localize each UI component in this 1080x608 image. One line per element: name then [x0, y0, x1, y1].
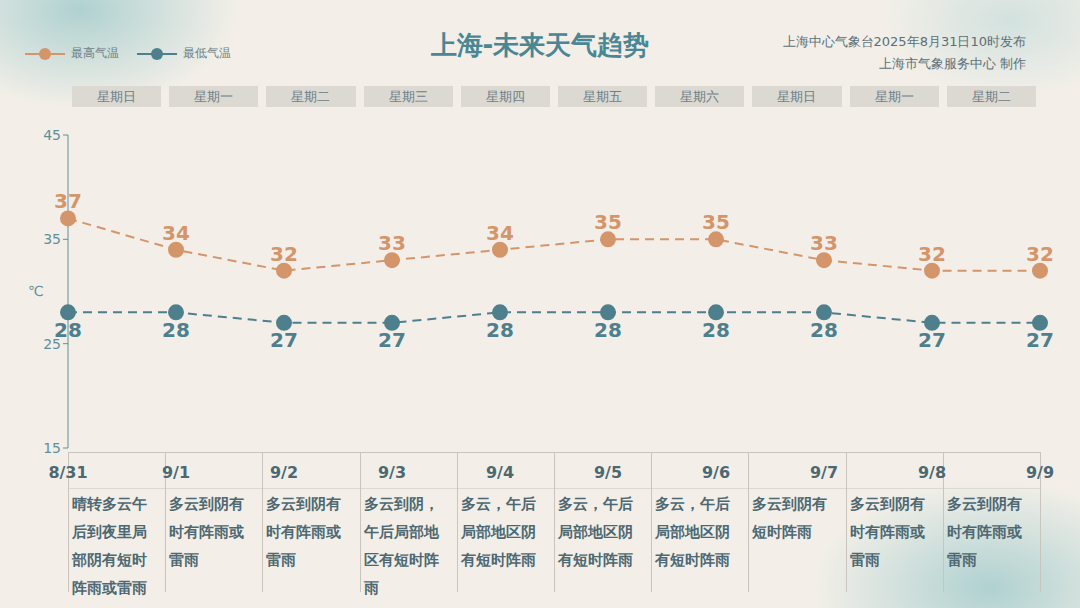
svg-text:45: 45 [43, 127, 61, 143]
svg-text:27: 27 [1026, 328, 1054, 352]
svg-text:27: 27 [270, 328, 298, 352]
html-text:星期二: 星期二 [291, 89, 331, 104]
svg-text:9/6: 9/6 [702, 463, 730, 482]
html-text:星期六: 星期六 [680, 89, 720, 104]
html-text:多云到阴有时有阵雨或雷雨: 多云到阴有时有阵雨或雷雨 [169, 496, 245, 568]
html-text:多云到阴有短时阵雨: 多云到阴有短时阵雨 [752, 496, 828, 540]
svg-text:9/2: 9/2 [270, 463, 298, 482]
html-text:多云到阴有时有阵雨或雷雨: 多云到阴有时有阵雨或雷雨 [266, 496, 342, 568]
svg-text:27: 27 [378, 328, 406, 352]
html-text:晴转多云午后到夜里局部阴有短时阵雨或雷雨: 晴转多云午后到夜里局部阴有短时阵雨或雷雨 [72, 496, 147, 596]
svg-text:28: 28 [162, 318, 190, 342]
svg-text:8/31: 8/31 [48, 463, 87, 482]
html-text:上海市气象服务中心 制作: 上海市气象服务中心 制作 [878, 56, 1026, 71]
svg-text:9/9: 9/9 [1026, 463, 1054, 482]
svg-text:9/8: 9/8 [918, 463, 946, 482]
svg-text:33: 33 [810, 231, 838, 255]
html-text:多云，午后局部地区阴有短时阵雨: 多云，午后局部地区阴有短时阵雨 [655, 496, 731, 568]
svg-text:25: 25 [43, 335, 61, 352]
svg-text:9/3: 9/3 [378, 463, 406, 482]
html-text:最低气温: 最低气温 [183, 46, 231, 60]
html-text:星期一: 星期一 [194, 89, 234, 104]
svg-text:34: 34 [486, 221, 514, 245]
html-text:多云，午后局部地区阴有短时阵雨: 多云，午后局部地区阴有短时阵雨 [460, 496, 536, 568]
svg-text:28: 28 [810, 318, 838, 342]
html-text:上海-未来天气趋势: 上海-未来天气趋势 [430, 30, 650, 60]
svg-text:℃: ℃ [28, 283, 44, 299]
svg-text:32: 32 [270, 242, 298, 266]
html-text:星期日: 星期日 [97, 89, 137, 104]
svg-text:28: 28 [54, 318, 82, 342]
html-text:最高气温: 最高气温 [71, 46, 119, 60]
html-text:星期三: 星期三 [388, 89, 428, 104]
svg-text:32: 32 [918, 242, 946, 266]
svg-text:9/4: 9/4 [486, 463, 514, 482]
svg-text:35: 35 [43, 231, 61, 247]
html-text:星期日: 星期日 [777, 89, 817, 104]
svg-text:33: 33 [378, 231, 406, 255]
svg-text:9/7: 9/7 [810, 463, 838, 482]
svg-text:9/1: 9/1 [162, 463, 190, 482]
html-text:多云到阴有时有阵雨或雷雨: 多云到阴有时有阵雨或雷雨 [946, 496, 1022, 568]
svg-text:9/5: 9/5 [594, 463, 622, 482]
html-text:多云到阴有时有阵雨或雷雨: 多云到阴有时有阵雨或雷雨 [849, 496, 925, 568]
svg-text:35: 35 [594, 210, 622, 234]
svg-text:35: 35 [702, 210, 730, 234]
html-text:星期四: 星期四 [485, 89, 525, 104]
html-text:星期五: 星期五 [583, 89, 623, 104]
html-text:星期二: 星期二 [971, 89, 1011, 104]
svg-text:34: 34 [162, 221, 190, 245]
svg-text:37: 37 [54, 189, 82, 213]
svg-text:28: 28 [702, 318, 730, 342]
svg-text:28: 28 [486, 318, 514, 342]
svg-text:28: 28 [594, 318, 622, 342]
svg-text:32: 32 [1026, 242, 1054, 266]
svg-text:27: 27 [918, 328, 946, 352]
svg-text:15: 15 [43, 440, 61, 456]
html-text:上海中心气象台2025年8月31日10时发布: 上海中心气象台2025年8月31日10时发布 [782, 34, 1026, 49]
html-text:多云，午后局部地区阴有短时阵雨: 多云，午后局部地区阴有短时阵雨 [558, 496, 633, 568]
html-text:多云到阴，午后局部地区有短时阵雨: 多云到阴，午后局部地区有短时阵雨 [363, 496, 439, 596]
html-text:星期一: 星期一 [874, 89, 914, 104]
